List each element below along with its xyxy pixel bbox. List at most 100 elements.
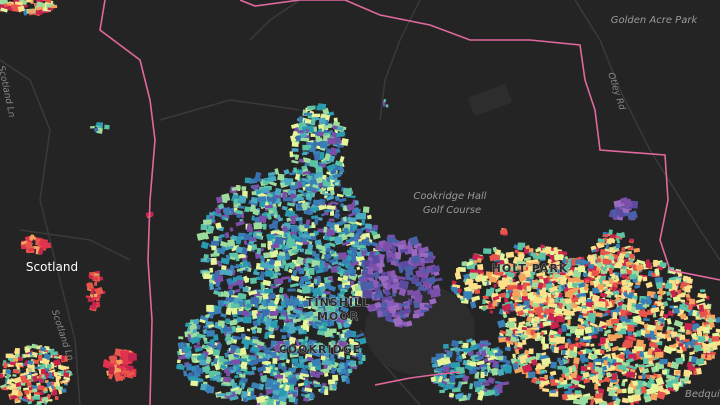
building <box>621 388 627 394</box>
building <box>203 273 213 279</box>
building <box>276 214 282 222</box>
building <box>248 231 253 236</box>
building <box>250 196 259 204</box>
building <box>237 310 242 316</box>
building <box>250 296 260 305</box>
building <box>660 305 665 310</box>
building <box>343 188 352 196</box>
building <box>549 337 558 343</box>
building <box>294 173 300 181</box>
building <box>330 201 339 206</box>
building <box>242 286 249 292</box>
building <box>461 261 468 267</box>
building <box>36 366 41 369</box>
building <box>273 260 282 267</box>
building <box>550 389 556 394</box>
building <box>317 103 327 110</box>
building <box>317 204 328 211</box>
building <box>253 271 260 276</box>
building <box>86 282 94 289</box>
building <box>537 363 542 370</box>
building <box>261 309 270 316</box>
building <box>312 183 319 189</box>
building <box>669 305 675 309</box>
building <box>613 279 619 283</box>
building <box>343 227 350 235</box>
building <box>51 366 55 369</box>
building <box>276 230 284 236</box>
building <box>281 191 288 199</box>
building <box>337 276 343 282</box>
building <box>329 147 338 156</box>
building <box>342 216 347 222</box>
building <box>104 124 110 130</box>
building <box>442 343 449 349</box>
building <box>356 251 362 258</box>
building <box>206 224 215 234</box>
building <box>603 333 608 337</box>
building <box>355 221 363 227</box>
building <box>309 392 314 400</box>
building <box>249 277 257 284</box>
building <box>305 219 311 225</box>
building <box>223 206 231 216</box>
building <box>208 279 213 283</box>
building <box>263 252 271 259</box>
building <box>657 296 662 301</box>
building <box>318 182 323 188</box>
building <box>476 276 481 280</box>
building <box>234 297 243 303</box>
building <box>249 204 256 213</box>
building <box>680 299 686 303</box>
building <box>659 358 668 365</box>
building <box>419 252 429 258</box>
building <box>319 151 325 160</box>
building <box>246 303 252 308</box>
building <box>222 327 232 332</box>
building <box>269 181 278 187</box>
building <box>578 265 586 272</box>
building <box>547 303 558 308</box>
building <box>550 361 558 369</box>
building <box>514 288 520 294</box>
building <box>659 261 667 268</box>
building <box>222 216 226 220</box>
building <box>322 267 329 273</box>
building <box>329 353 335 361</box>
building <box>549 297 555 304</box>
building <box>230 207 235 214</box>
building <box>225 307 232 316</box>
building <box>18 364 22 367</box>
building <box>466 359 471 364</box>
building <box>596 312 603 318</box>
building <box>232 198 239 205</box>
building <box>296 288 303 294</box>
building <box>282 244 288 249</box>
building <box>354 284 363 292</box>
building <box>259 255 265 262</box>
building <box>233 200 241 208</box>
building <box>304 118 312 124</box>
building <box>328 242 336 248</box>
building <box>278 294 284 300</box>
building <box>338 252 347 260</box>
building <box>240 390 248 399</box>
building <box>574 328 585 336</box>
building <box>210 240 220 246</box>
building <box>273 213 278 218</box>
building <box>209 212 215 216</box>
building <box>627 324 635 332</box>
building <box>320 262 326 269</box>
building <box>366 214 372 220</box>
building <box>292 269 298 277</box>
building <box>298 196 305 202</box>
building <box>443 366 450 373</box>
building <box>355 200 359 206</box>
building <box>483 248 492 255</box>
building <box>213 375 221 381</box>
building <box>314 131 319 136</box>
building <box>268 264 275 270</box>
building <box>225 245 234 251</box>
